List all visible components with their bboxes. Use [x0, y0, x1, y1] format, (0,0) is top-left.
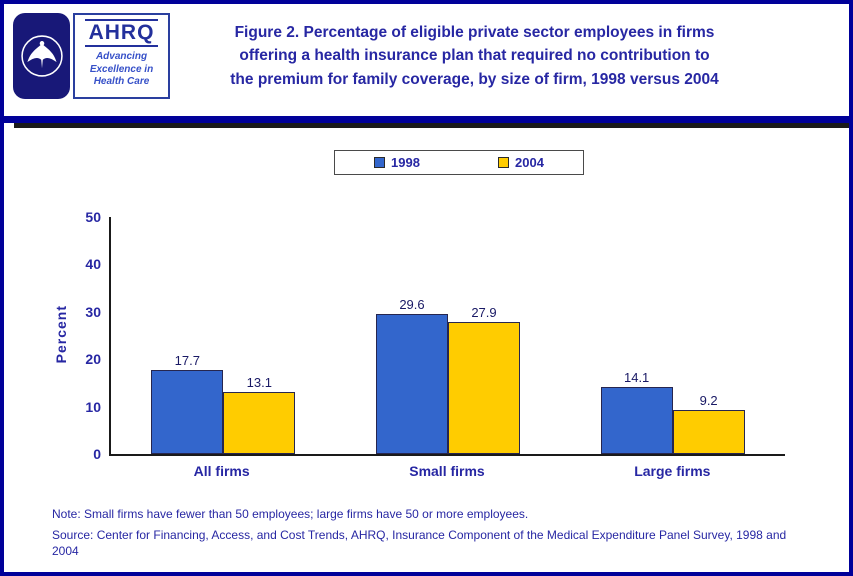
y-tick-label: 20 [85, 351, 101, 368]
bar-2004 [672, 410, 745, 454]
bar-column: 27.9 [447, 304, 520, 454]
x-axis-category-labels: All firms Small firms Large firms [109, 463, 785, 479]
chart-legend: 1998 2004 [334, 150, 584, 175]
ahrq-tagline-line: Excellence in [89, 63, 154, 75]
ahrq-tagline-line: Advancing [95, 51, 148, 63]
bar-column: 9.2 [672, 393, 745, 454]
bar-group: 29.6 27.9 [375, 296, 520, 454]
ahrq-logo-text: AHRQ [84, 19, 159, 48]
logo-block: AHRQ Advancing Excellence in Health Care [13, 13, 170, 99]
hhs-logo [13, 13, 70, 99]
bar-1998 [151, 370, 224, 454]
bar-1998 [600, 387, 673, 454]
x-category-label: Large firms [634, 463, 711, 479]
x-category-label: All firms [193, 463, 250, 479]
bar-2004 [447, 321, 520, 454]
legend-label: 2004 [515, 155, 544, 170]
ahrq-tagline: Advancing Excellence in Health Care [90, 51, 153, 89]
bar-column: 17.7 [151, 353, 224, 454]
ahrq-logo: AHRQ Advancing Excellence in Health Care [73, 13, 170, 99]
legend-item-2004: 2004 [459, 155, 583, 170]
legend-swatch-icon [498, 157, 510, 168]
header-divider-bar [4, 116, 849, 128]
bar-1998 [375, 313, 448, 454]
figure-title-line: the premium for family coverage, by size… [230, 70, 719, 88]
bar-group: 17.7 13.1 [151, 353, 296, 454]
legend-item-1998: 1998 [335, 155, 459, 170]
legend-swatch-icon [374, 157, 386, 168]
bar-value-label: 27.9 [471, 304, 497, 320]
bar-value-label: 29.6 [399, 296, 425, 312]
figure-title-line: offering a health insurance plan that re… [239, 47, 710, 65]
bar-column: 14.1 [600, 370, 673, 454]
hhs-eagle-icon [20, 35, 63, 77]
bar-group: 14.1 9.2 [600, 370, 745, 454]
plot-area: 0 10 20 30 40 50 17.7 13.1 29.6 27.9 14.1 9.2 [85, 209, 785, 462]
bar-value-label: 13.1 [246, 374, 272, 390]
y-tick-label: 50 [85, 209, 101, 225]
footnote: Note: Small firms have fewer than 50 emp… [52, 507, 529, 521]
bar-value-label: 17.7 [174, 353, 200, 369]
bar-column: 13.1 [223, 374, 296, 454]
ahrq-tagline-line: Health Care [93, 76, 150, 88]
bar-value-label: 9.2 [699, 393, 718, 409]
bar-groups: 17.7 13.1 29.6 27.9 14.1 9.2 [111, 217, 785, 454]
source-note: Source: Center for Financing, Access, an… [52, 528, 787, 559]
y-tick-label: 40 [85, 256, 101, 273]
y-tick-label: 30 [85, 303, 101, 320]
figure-title: Figure 2. Percentage of eligible private… [192, 21, 757, 91]
legend-label: 1998 [391, 155, 420, 170]
y-tick-label: 10 [85, 398, 101, 415]
x-category-label: Small firms [409, 463, 485, 479]
bar-value-label: 14.1 [623, 370, 650, 386]
bar-2004 [223, 391, 296, 454]
figure-title-line: Figure 2. Percentage of eligible private… [234, 24, 715, 41]
bar-column: 29.6 [375, 296, 448, 454]
y-tick-label: 0 [93, 446, 101, 462]
